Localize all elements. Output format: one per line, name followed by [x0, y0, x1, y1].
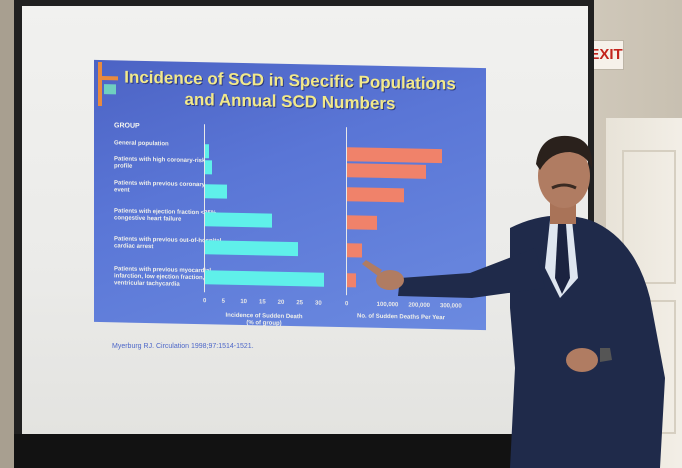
left-tick-label: 20 — [277, 299, 285, 306]
incidence-bar — [205, 240, 299, 257]
left-tick-label: 5 — [221, 298, 225, 305]
group-header: GROUP — [114, 122, 140, 130]
incidence-bar — [205, 144, 209, 159]
left-tick-label: 10 — [240, 298, 248, 306]
right-tick-label: 0 — [345, 301, 349, 308]
slide-title: Incidence of SCD in Specific Populations… — [94, 66, 486, 116]
door-panel — [622, 150, 676, 284]
slide-citation: Myerburg RJ. Circulation 1998;97:1514-15… — [112, 343, 254, 350]
presenter — [362, 135, 665, 468]
left-tick-label: 15 — [259, 299, 266, 306]
screen-bottom-edge — [14, 434, 594, 468]
left-tick-label: 30 — [315, 300, 322, 307]
left-tick-label: 0 — [203, 298, 207, 305]
left-tick-label: 25 — [296, 300, 304, 307]
incidence-bar — [205, 270, 325, 287]
left-xlabel: Incidence of Sudden Death (% of group) — [225, 312, 303, 327]
incidence-bar — [205, 212, 273, 228]
deaths-bar — [347, 273, 356, 288]
incidence-bar — [205, 160, 213, 175]
exit-sign: EXIT — [588, 40, 624, 70]
incidence-bar — [205, 184, 228, 199]
